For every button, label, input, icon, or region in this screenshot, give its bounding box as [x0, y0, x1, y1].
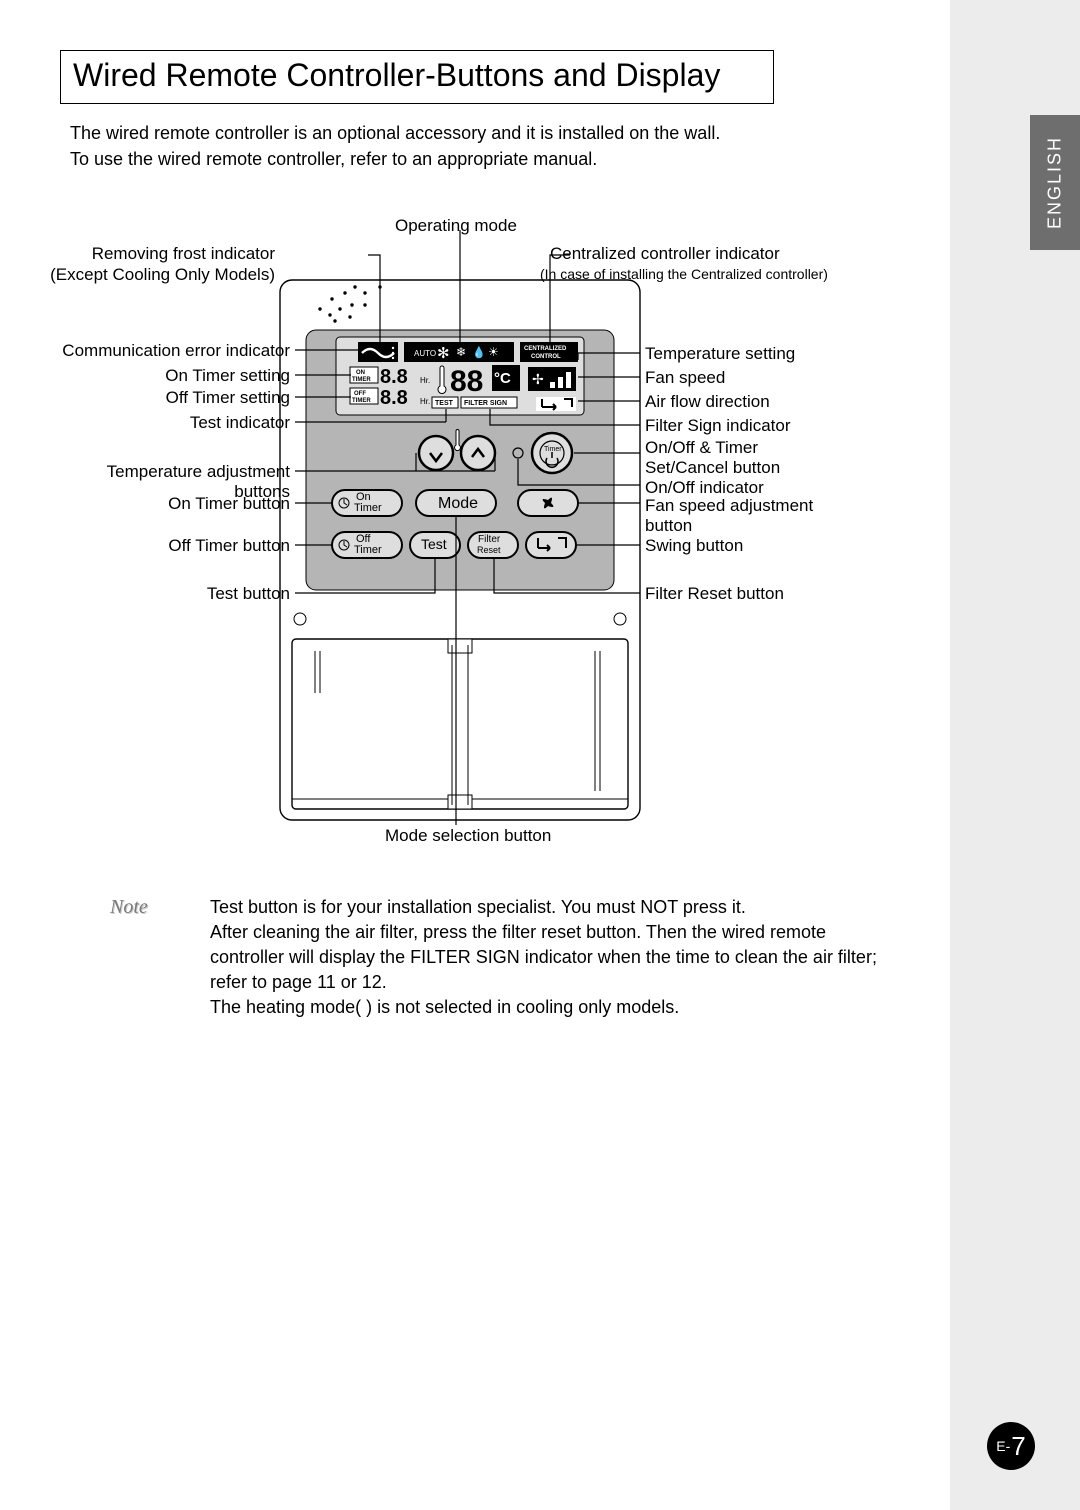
- lcd-hr1: Hr.: [420, 376, 430, 385]
- lbl-removing-frost: Removing frost indicator: [92, 243, 275, 264]
- lbl-on-timer-setting: On Timer setting: [165, 365, 290, 386]
- lbl-off-timer-btn: Off Timer button: [168, 535, 290, 556]
- lbl-filter-reset: Filter Reset button: [645, 583, 784, 604]
- lcd-on-timer-1: ON: [356, 370, 365, 376]
- btn-off-timer-l2: Timer: [354, 544, 382, 556]
- lcd-seg1: 8.8: [380, 366, 408, 388]
- svg-text:✢: ✢: [532, 371, 544, 387]
- lcd-test: TEST: [435, 400, 454, 407]
- note-text: Test button is for your installation spe…: [210, 895, 900, 1020]
- btn-test: Test: [421, 536, 447, 552]
- lbl-swing: Swing button: [645, 535, 743, 556]
- intro-line1: The wired remote controller is an option…: [70, 120, 720, 146]
- lbl-fan-adj2: button: [645, 515, 692, 536]
- svg-text:❄: ❄: [456, 345, 466, 359]
- manual-page: ENGLISH E-7 Wired Remote Controller-Butt…: [0, 0, 1080, 1510]
- page-prefix: E-: [996, 1438, 1010, 1454]
- lcd-filter-sign: FILTER SIGN: [464, 400, 507, 407]
- lcd-auto: AUTO: [414, 349, 436, 358]
- intro-line2: To use the wired remote controller, refe…: [70, 146, 720, 172]
- lbl-comm-error: Communication error indicator: [62, 340, 290, 361]
- svg-text:✻: ✻: [437, 345, 450, 362]
- controller-diagram: AUTO ✻ ❄ 💧 ☀ CENTRALIZED CONTROL ON TIME…: [40, 225, 910, 865]
- lcd-on-timer-2: TIMER: [352, 377, 371, 383]
- lbl-mode-selection: Mode selection button: [385, 825, 551, 846]
- lbl-airflow: Air flow direction: [645, 391, 770, 412]
- btn-mode: Mode: [438, 495, 478, 512]
- lbl-temp-setting: Temperature setting: [645, 343, 795, 364]
- lbl-fan-adj1: Fan speed adjustment: [645, 495, 813, 516]
- lbl-fan-speed: Fan speed: [645, 367, 725, 388]
- note-label: Note: [110, 896, 148, 918]
- lbl-off-timer-setting: Off Timer setting: [166, 387, 290, 408]
- lbl-temp-adj1: Temperature adjustment: [107, 461, 290, 482]
- lcd-centralized-2: CONTROL: [531, 354, 561, 360]
- page-number: 7: [1011, 1431, 1025, 1462]
- lbl-test-btn: Test button: [207, 583, 290, 604]
- language-tab: ENGLISH: [1030, 115, 1080, 250]
- lcd-centralized-1: CENTRALIZED: [524, 346, 567, 352]
- note-block: Note Test button is for your installatio…: [110, 895, 900, 920]
- btn-filter-l2: Reset: [477, 545, 501, 555]
- lcd-big-seg: 88: [450, 365, 483, 398]
- lbl-on-timer-btn: On Timer button: [168, 493, 290, 514]
- svg-text:☀: ☀: [488, 345, 499, 359]
- lbl-test-indicator: Test indicator: [190, 412, 290, 433]
- lcd-hr2: Hr.: [420, 397, 430, 406]
- lbl-centralized: Centralized controller indicator: [550, 243, 780, 264]
- btn-on-timer-l2: Timer: [354, 502, 382, 514]
- lbl-except-cooling: (Except Cooling Only Models): [50, 264, 275, 285]
- lcd-deg: °C: [494, 370, 511, 387]
- svg-text:💧: 💧: [472, 346, 486, 359]
- svg-text:Timer: Timer: [544, 446, 562, 453]
- btn-filter-l1: Filter: [478, 534, 501, 545]
- lcd-seg2: 8.8: [380, 387, 408, 409]
- lcd-off-timer-1: OFF: [354, 391, 366, 397]
- lbl-centralized-sub: (In case of installing the Centralized c…: [540, 264, 828, 285]
- page-number-badge: E-7: [987, 1422, 1035, 1470]
- lbl-operating-mode: Operating mode: [395, 215, 517, 236]
- lbl-onoff-timer2: Set/Cancel button: [645, 457, 780, 478]
- intro-text: The wired remote controller is an option…: [70, 120, 720, 172]
- page-title: Wired Remote Controller-Buttons and Disp…: [60, 50, 774, 104]
- lcd-off-timer-2: TIMER: [352, 398, 371, 404]
- lbl-onoff-timer1: On/Off & Timer: [645, 437, 758, 458]
- lbl-filter-sign: Filter Sign indicator: [645, 415, 791, 436]
